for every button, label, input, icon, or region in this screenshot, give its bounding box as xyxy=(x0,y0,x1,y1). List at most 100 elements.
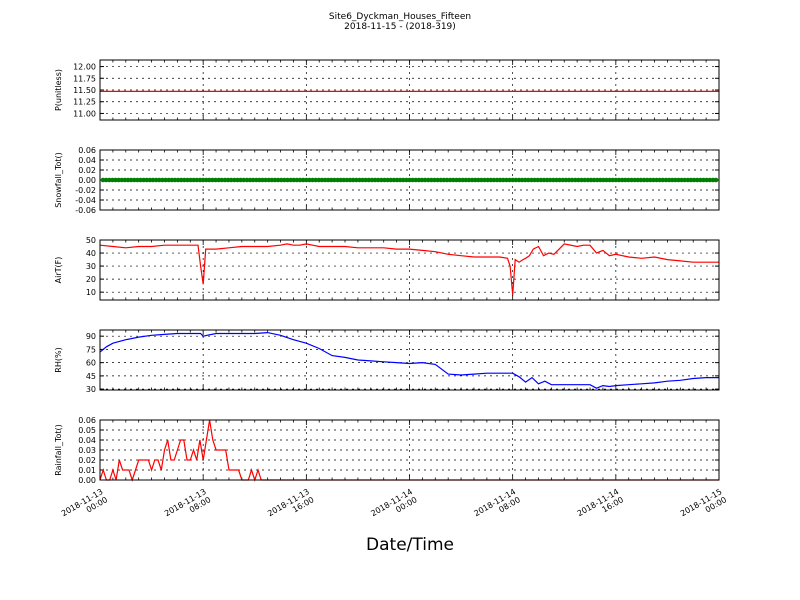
y-tick-label: -0.06 xyxy=(75,206,96,215)
y-tick-label: 0.06 xyxy=(78,146,96,155)
series-marker xyxy=(673,177,678,183)
series-marker xyxy=(310,177,315,183)
series-marker xyxy=(604,177,609,183)
x-tick-label: 2018-11-1300:00 xyxy=(60,487,109,526)
series-marker xyxy=(422,177,428,183)
y-tick-label: 75 xyxy=(86,345,96,354)
y-axis-label: RH(%) xyxy=(54,347,63,372)
series-marker xyxy=(263,177,268,183)
series-marker xyxy=(713,177,719,183)
y-tick-label: 0.02 xyxy=(78,456,96,465)
series-marker xyxy=(219,177,225,183)
series-marker xyxy=(185,177,190,183)
y-tick-label: 0.06 xyxy=(78,416,96,425)
series-marker xyxy=(479,177,484,183)
y-tick-label: 60 xyxy=(86,359,96,368)
series-marker xyxy=(651,177,656,183)
y-tick-label: 0.00 xyxy=(78,176,96,185)
series-marker xyxy=(444,177,450,183)
y-axis-label: Rainfall_Tot() xyxy=(54,424,63,476)
panel-2: -0.06-0.04-0.020.000.020.040.06 Snowfall_… xyxy=(54,146,720,215)
series-marker xyxy=(297,177,303,183)
series-marker xyxy=(501,177,506,183)
y-tick-label: 0.05 xyxy=(78,426,96,435)
x-tick-label: 2018-11-1400:00 xyxy=(369,487,418,526)
panel-3: 10 20 30 40 50 AirT(F) xyxy=(54,236,720,301)
series-marker xyxy=(160,177,165,183)
series-marker xyxy=(491,177,497,183)
series-marker xyxy=(344,177,350,183)
y-axis-label: P(unitless) xyxy=(54,69,63,111)
series-marker xyxy=(207,177,212,183)
series-marker xyxy=(228,177,234,183)
series-marker xyxy=(128,177,134,183)
series-marker xyxy=(557,177,562,183)
series-marker xyxy=(616,177,622,183)
y-tick-label: 11.75 xyxy=(73,74,96,83)
series-marker xyxy=(707,177,712,183)
series-marker xyxy=(526,177,531,183)
y-tick-label: 11.50 xyxy=(73,86,96,95)
series-marker xyxy=(400,177,406,183)
series-marker xyxy=(103,177,109,183)
series-marker xyxy=(569,177,575,183)
series-marker xyxy=(319,177,325,183)
y-tick-label: 0.03 xyxy=(78,446,96,455)
panel-1: 11.00 11.25 11.50 11.75 12.00 P(unitless) xyxy=(54,59,720,121)
series-marker xyxy=(116,177,121,183)
panel-4: 30 45 60 75 90 RH(%) xyxy=(54,329,720,394)
series-marker xyxy=(435,177,440,183)
series-marker xyxy=(250,177,256,183)
series-marker xyxy=(591,177,597,183)
series-marker xyxy=(138,177,143,183)
y-tick-label: 12.00 xyxy=(73,63,96,72)
series-marker xyxy=(582,177,587,183)
series-marker xyxy=(682,177,687,183)
x-tick-label: 2018-11-1308:00 xyxy=(163,487,212,526)
x-axis-label: Date/Time xyxy=(366,535,454,555)
series-marker xyxy=(388,177,394,183)
series-marker xyxy=(285,177,290,183)
y-tick-label: 0.04 xyxy=(78,156,96,165)
y-tick-label: 0.00 xyxy=(78,476,96,485)
panel-5: 0.000.010.020.030.040.050.06 Rainfall_Tot… xyxy=(54,416,720,485)
y-tick-label: -0.04 xyxy=(75,196,96,205)
series-line xyxy=(99,331,719,389)
y-axis-label: AirT(F) xyxy=(54,257,63,284)
x-tick-label: 2018-11-1416:00 xyxy=(576,487,625,526)
chart-panels: 11.00 11.25 11.50 11.75 12.00 P(unitless) -0.0… xyxy=(54,59,720,485)
y-tick-label: -0.02 xyxy=(75,186,96,195)
y-tick-label: 90 xyxy=(86,332,96,341)
x-tick-labels: 2018-11-1300:00 2018-11-1308:00 2018-11-13… xyxy=(60,487,728,526)
y-axis-label: Snowfall_Tot() xyxy=(54,152,63,208)
y-tick-label: 10 xyxy=(86,288,96,297)
series-line xyxy=(99,243,719,295)
plot-frame xyxy=(99,149,720,211)
chart-subtitle: 2018-11-15 - (2018-319) xyxy=(344,22,456,32)
series-marker xyxy=(275,177,281,183)
y-tick-label: 50 xyxy=(86,236,96,245)
series-marker xyxy=(410,177,415,183)
series-marker xyxy=(354,177,359,183)
series-marker xyxy=(194,177,200,183)
series-marker xyxy=(466,177,472,183)
series-marker xyxy=(150,177,156,183)
y-tick-label: 30 xyxy=(86,262,96,271)
series-marker xyxy=(626,177,631,183)
chart-title: Site6_Dyckman_Houses_Fifteen xyxy=(329,12,471,22)
y-tick-label: 11.25 xyxy=(73,98,96,107)
series-marker xyxy=(660,177,666,183)
x-tick-label: 2018-11-1500:00 xyxy=(679,487,728,526)
series-marker xyxy=(547,177,553,183)
series-marker xyxy=(366,177,372,183)
y-tick-label: 11.00 xyxy=(73,109,96,118)
y-tick-label: 0.02 xyxy=(78,166,96,175)
series-marker xyxy=(694,177,700,183)
series-marker xyxy=(332,177,337,183)
y-tick-label: 0.04 xyxy=(78,436,96,445)
y-tick-label: 30 xyxy=(86,385,96,394)
x-tick-label: 2018-11-1408:00 xyxy=(472,487,521,526)
y-tick-label: 0.01 xyxy=(78,466,96,475)
series-marker xyxy=(513,177,519,183)
